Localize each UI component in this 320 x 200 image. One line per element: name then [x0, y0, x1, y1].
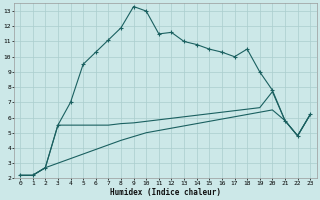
- X-axis label: Humidex (Indice chaleur): Humidex (Indice chaleur): [110, 188, 220, 197]
